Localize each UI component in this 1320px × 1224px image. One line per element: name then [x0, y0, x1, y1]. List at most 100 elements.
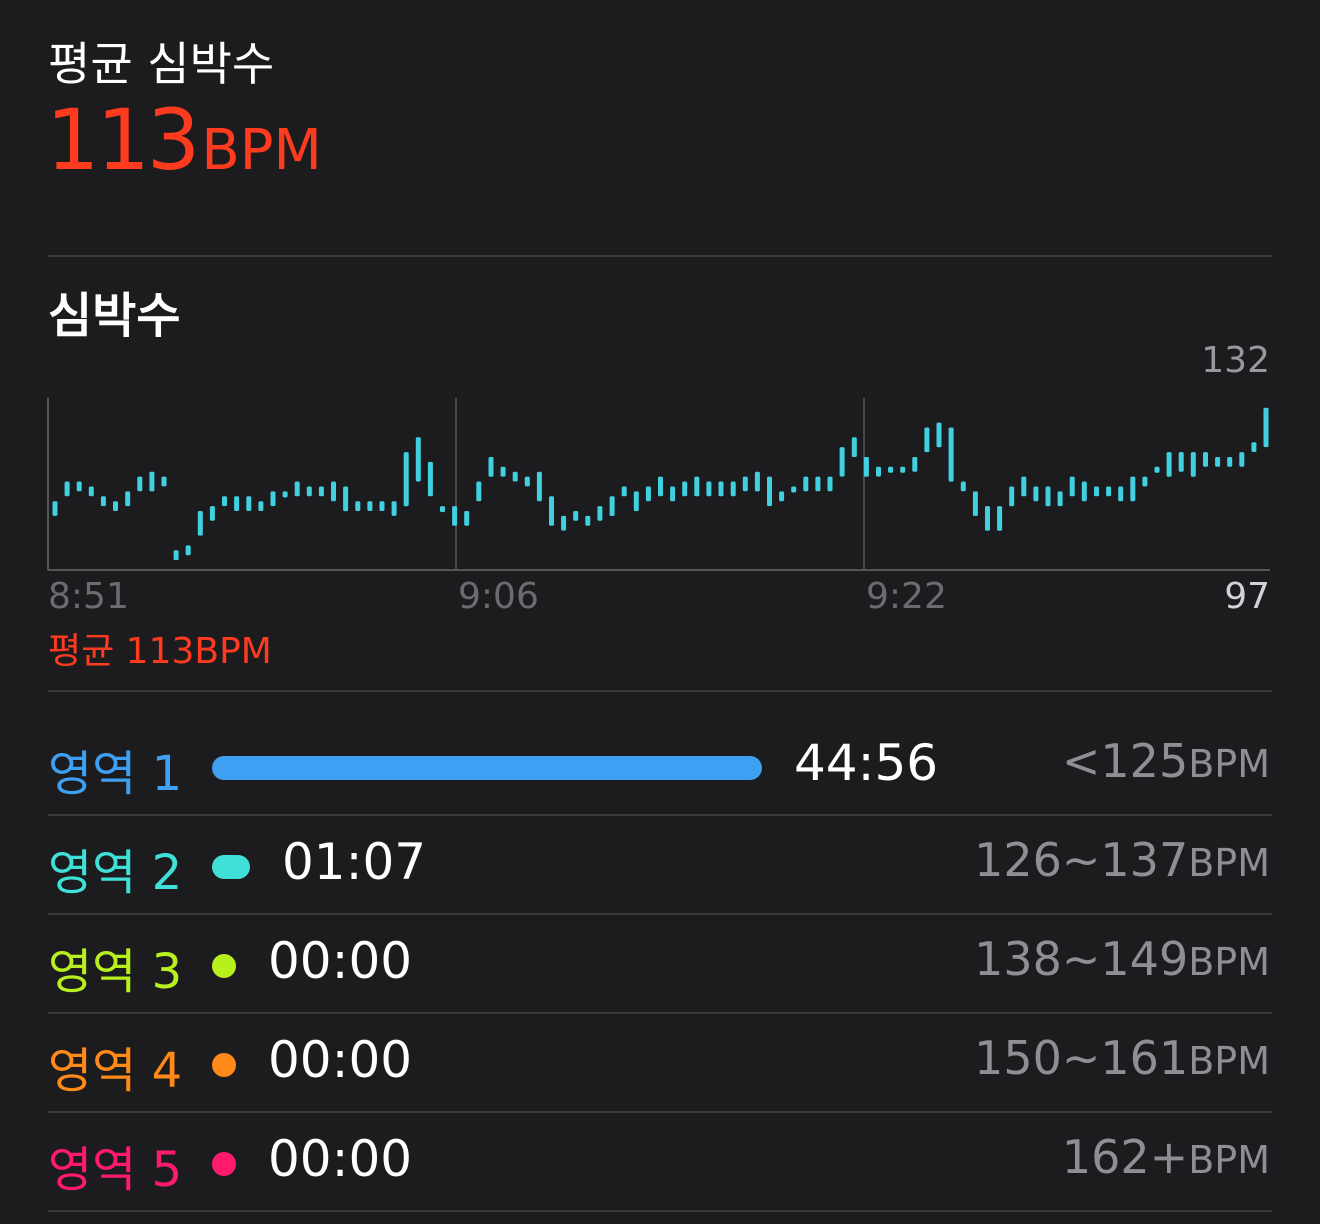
heart-rate-range-bar: [803, 476, 809, 492]
heart-rate-range-bar: [633, 491, 639, 512]
heart-rate-range-bar: [815, 476, 821, 492]
heart-rate-range-bar: [1142, 476, 1148, 487]
heart-rate-range-bar: [234, 496, 240, 511]
heart-rate-range-bar: [1094, 486, 1099, 497]
divider: [48, 690, 1272, 692]
heart-rate-range-bar: [1057, 491, 1063, 507]
heart-rate-range-bar: [936, 422, 942, 448]
heart-rate-range-bar: [246, 496, 252, 511]
heart-rate-range-bar: [1069, 476, 1075, 497]
zone-row[interactable]: 영역 4 00:00 150~161BPM: [48, 1015, 1272, 1112]
zone-range-value: 162+: [1061, 1130, 1189, 1184]
heart-rate-range-bar: [331, 481, 336, 502]
chart-y-max-label: 132: [1201, 340, 1270, 381]
heart-rate-range-bar: [258, 501, 264, 511]
heart-rate-range-bar: [948, 427, 954, 482]
heart-rate-range-bar: [1009, 486, 1015, 507]
heart-rate-range-bar: [900, 466, 906, 473]
heart-rate-range-bar: [88, 486, 94, 497]
divider: [48, 255, 1272, 257]
heart-rate-chart[interactable]: [0, 0, 1320, 600]
zone-row[interactable]: 영역 5 00:00 162+BPM: [48, 1114, 1272, 1211]
heart-rate-range-bar: [379, 501, 385, 511]
heart-rate-range-bar: [100, 496, 106, 507]
average-heart-rate-unit: BPM: [201, 118, 322, 183]
heart-rate-range-bar: [924, 427, 930, 453]
heart-rate-range-bar: [972, 491, 978, 516]
heart-rate-range-bar: [621, 486, 627, 497]
heart-rate-range-bar: [64, 481, 70, 497]
zone-bpm-range: <125BPM: [1062, 734, 1270, 788]
heart-rate-range-bar: [779, 491, 785, 502]
chart-y-min-label: 97: [1224, 576, 1270, 617]
heart-rate-range-bar: [718, 481, 724, 497]
heart-rate-range-bar: [76, 481, 82, 492]
zone-range-unit: BPM: [1188, 742, 1270, 786]
heart-rate-range-bar: [997, 506, 1003, 531]
zone-time: 00:00: [268, 1031, 413, 1089]
zone-time-bar: [212, 1152, 236, 1176]
heart-rate-range-bar: [464, 511, 470, 526]
heart-rate-range-bar: [827, 476, 833, 492]
heart-rate-range-bar: [440, 506, 445, 513]
heart-rate-range-bar: [476, 481, 482, 502]
divider: [48, 1210, 1272, 1212]
zone-row[interactable]: 영역 1 44:56 <125BPM: [48, 718, 1272, 815]
heart-rate-range-bar: [876, 466, 881, 477]
heart-rate-range-bar: [1239, 452, 1245, 467]
x-tick-label: 9:22: [866, 576, 947, 617]
heart-rate-range-bar: [1227, 457, 1233, 467]
zone-time: 44:56: [794, 734, 939, 792]
heart-rate-range-bar: [1215, 457, 1221, 467]
heart-rate-range-bar: [52, 501, 58, 516]
x-tick-label: 8:51: [48, 576, 129, 617]
heart-rate-range-bar: [197, 511, 203, 536]
heart-rate-range-bar: [1081, 481, 1087, 502]
heart-rate-range-bar: [670, 486, 676, 502]
heart-rate-range-bar: [682, 481, 688, 497]
heart-rate-range-bar: [270, 491, 276, 507]
heart-rate-range-bar: [294, 481, 300, 497]
heart-rate-range-bar: [1045, 486, 1051, 507]
divider: [48, 1012, 1272, 1014]
average-heart-rate-number: 113: [46, 91, 200, 189]
zone-bpm-range: 150~161BPM: [974, 1031, 1270, 1085]
heart-rate-range-bar: [1178, 452, 1184, 472]
heart-rate-range-bar: [888, 466, 894, 473]
zone-bpm-range: 162+BPM: [1062, 1130, 1270, 1184]
average-heart-rate-value: 113BPM: [46, 98, 322, 182]
heart-rate-range-bar: [912, 457, 918, 472]
heart-rate-range-bar: [1130, 476, 1136, 502]
zone-row[interactable]: 영역 2 01:07 126~137BPM: [48, 817, 1272, 914]
heart-rate-range-bar: [209, 506, 215, 521]
heart-rate-range-bar: [1166, 452, 1172, 477]
heart-rate-range-bar: [391, 501, 397, 516]
zone-label: 영역 3: [48, 944, 183, 1000]
heart-rate-range-bar: [137, 476, 143, 492]
zone-time-bar: [212, 954, 236, 978]
zone-time-bar: [212, 1053, 236, 1077]
heart-rate-range-bar: [222, 496, 227, 507]
heart-rate-range-bar: [403, 452, 409, 507]
heart-rate-range-bar: [730, 481, 736, 497]
heart-rate-range-bar: [318, 486, 324, 497]
divider: [48, 913, 1272, 915]
zone-label: 영역 4: [48, 1043, 183, 1099]
heart-rate-range-bar: [452, 506, 458, 526]
zone-time: 00:00: [268, 1130, 413, 1188]
zone-label: 영역 5: [48, 1142, 183, 1198]
heart-rate-range-bar: [524, 476, 530, 487]
zone-time-bar: [212, 855, 250, 879]
heart-rate-range-bar: [985, 506, 990, 531]
heart-rate-range-bar: [427, 461, 433, 497]
heart-rate-range-bar: [561, 515, 567, 531]
zone-label: 영역 1: [48, 746, 183, 802]
zone-label: 영역 2: [48, 845, 183, 901]
divider: [48, 814, 1272, 816]
heart-rate-range-bar: [343, 486, 349, 512]
zone-row[interactable]: 영역 3 00:00 138~149BPM: [48, 916, 1272, 1013]
heart-rate-section-title: 심박수: [48, 288, 181, 344]
zone-range-value: 150~161: [974, 1031, 1189, 1085]
zone-time: 01:07: [282, 833, 427, 891]
zone-range-value: 126~137: [974, 833, 1189, 887]
